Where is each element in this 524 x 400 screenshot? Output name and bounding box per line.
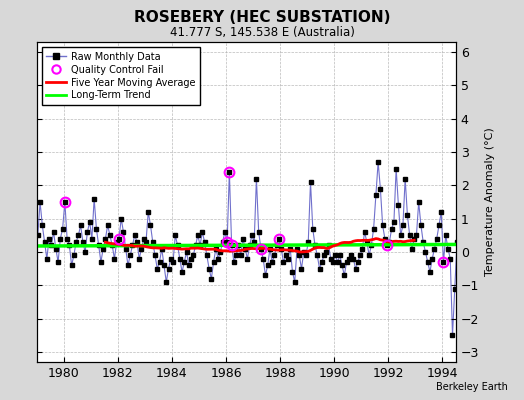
Y-axis label: Temperature Anomaly (°C): Temperature Anomaly (°C) (485, 128, 495, 276)
Text: 41.777 S, 145.538 E (Australia): 41.777 S, 145.538 E (Australia) (170, 26, 354, 39)
Text: ROSEBERY (HEC SUBSTATION): ROSEBERY (HEC SUBSTATION) (134, 10, 390, 25)
Legend: Raw Monthly Data, Quality Control Fail, Five Year Moving Average, Long-Term Tren: Raw Monthly Data, Quality Control Fail, … (41, 47, 200, 105)
Text: Berkeley Earth: Berkeley Earth (436, 382, 508, 392)
